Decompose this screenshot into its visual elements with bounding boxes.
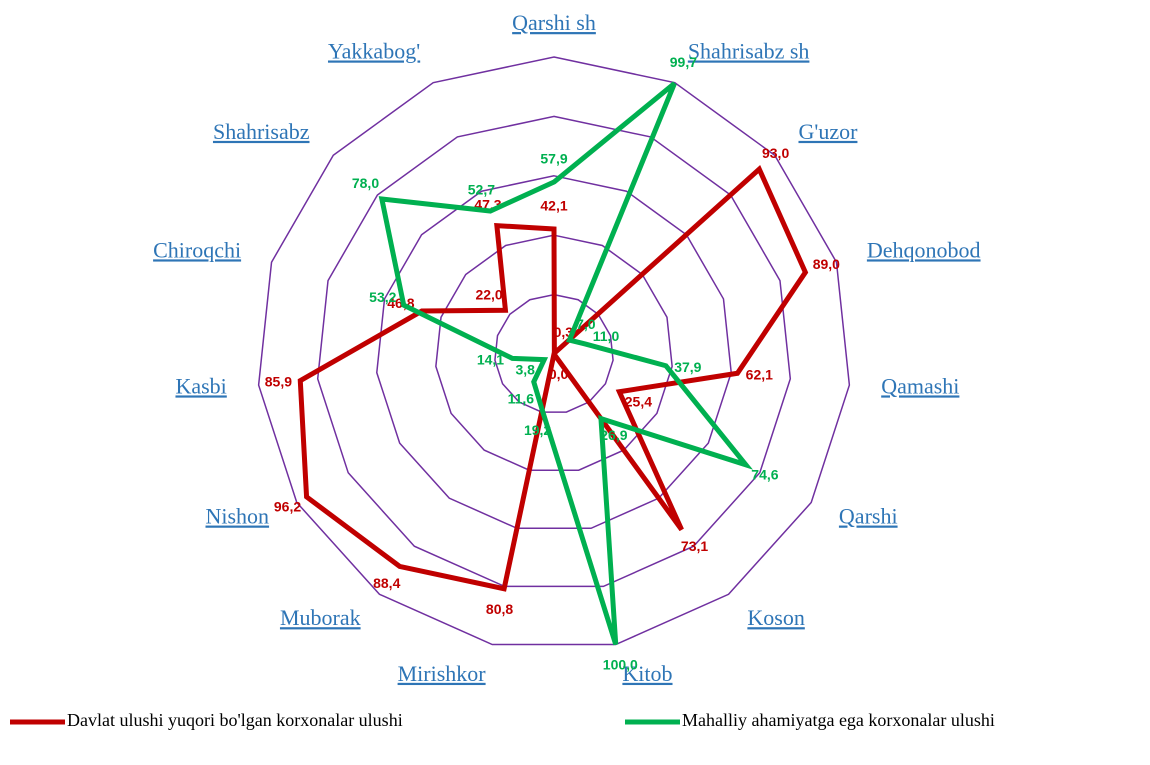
data-label: 73,1 (681, 538, 708, 554)
category-label[interactable]: Kitob (622, 661, 672, 686)
category-label[interactable]: Yakkabog' (328, 38, 420, 63)
grid-ring (316, 115, 792, 588)
grid-ring (494, 293, 614, 413)
category-label[interactable]: Muborak (280, 605, 361, 630)
category-label[interactable]: Mirishkor (398, 661, 487, 686)
data-label: 22,0 (475, 286, 502, 302)
data-label: 93,0 (762, 145, 789, 161)
category-label[interactable]: Nishon (206, 504, 270, 529)
data-label: 85,9 (265, 374, 292, 390)
data-label: 100,0 (603, 657, 638, 673)
legend-label: Davlat ulushi yuqori bo'lgan korxonalar … (67, 710, 403, 730)
category-label[interactable]: G'uzor (798, 119, 858, 144)
data-label: 88,4 (373, 575, 400, 591)
category-label[interactable]: Qarshi (839, 504, 898, 529)
data-label: 0,3 (554, 324, 574, 340)
data-label: 3,8 (515, 361, 535, 377)
data-label: 96,2 (274, 499, 301, 515)
category-label[interactable]: Qarshi sh (512, 10, 596, 35)
category-label[interactable]: Shahrisabz (213, 119, 310, 144)
data-label: 14,1 (477, 351, 504, 367)
data-label: 74,6 (751, 466, 778, 482)
category-label[interactable]: Shahrisabz sh (688, 38, 810, 63)
grid-ring (257, 56, 851, 646)
data-label: 52,7 (468, 182, 495, 198)
data-label: 0,0 (549, 366, 569, 382)
category-label[interactable]: Qamashi (881, 373, 959, 398)
legend-label: Mahalliy ahamiyatga ega korxonalar ulush… (682, 710, 995, 730)
data-label: 42,1 (540, 198, 567, 214)
data-label: 19,2 (524, 422, 551, 438)
category-label[interactable]: Kasbi (175, 373, 226, 398)
data-label: 57,9 (540, 151, 567, 167)
series-line (378, 81, 754, 646)
data-label: 53,2 (369, 289, 396, 305)
grid-ring (435, 234, 673, 471)
data-label: 89,0 (813, 256, 840, 272)
data-label: 11,6 (508, 390, 535, 406)
data-label: 26,9 (600, 427, 627, 443)
data-label: 11,0 (593, 328, 620, 344)
data-label: 37,9 (674, 359, 701, 375)
category-label[interactable]: Dehqonobod (867, 237, 981, 262)
data-label: 78,0 (352, 175, 379, 191)
category-label[interactable]: Koson (747, 605, 804, 630)
data-label: 7,0 (576, 316, 596, 332)
data-label: 80,8 (486, 601, 513, 617)
category-label[interactable]: Chiroqchi (153, 237, 241, 262)
grid-ring (376, 175, 732, 530)
series-line (297, 165, 809, 592)
data-label: 25,4 (625, 393, 652, 409)
data-label: 99,7 (670, 54, 697, 70)
data-label: 62,1 (746, 366, 773, 382)
